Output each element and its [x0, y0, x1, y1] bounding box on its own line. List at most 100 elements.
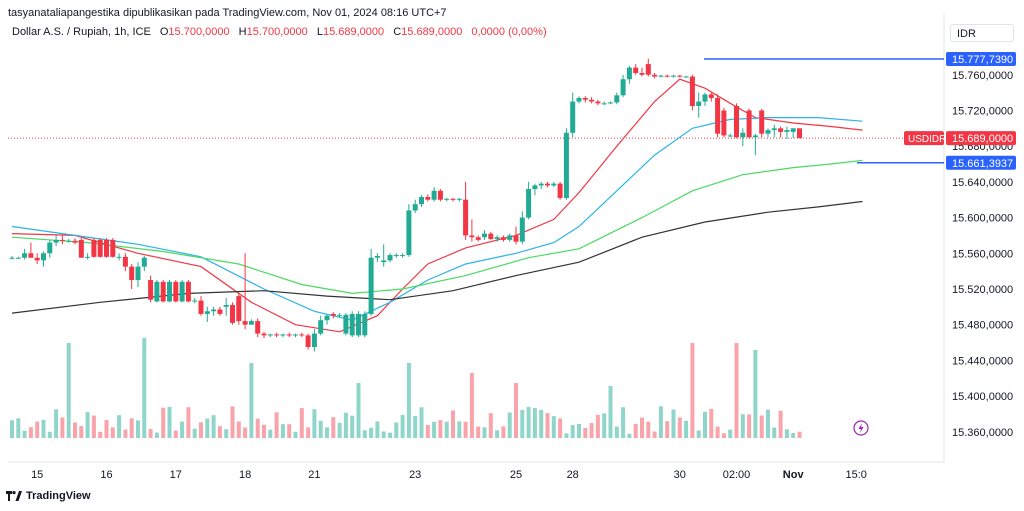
lightning-icon[interactable]	[853, 420, 869, 436]
candle-body	[223, 305, 229, 307]
volume-bar	[236, 421, 241, 438]
x-tick-label: 23	[409, 469, 421, 481]
candle-body	[765, 130, 771, 134]
volume-bar	[110, 427, 115, 438]
volume-bar	[451, 410, 455, 438]
ema-xl-line	[11, 200, 863, 314]
volume-bar	[142, 338, 147, 438]
volume-bar	[482, 427, 487, 438]
volume-bar	[419, 407, 424, 438]
candle-body	[324, 315, 330, 321]
volume-bar	[148, 429, 153, 438]
x-tick-label: 21	[308, 469, 320, 481]
candle-body	[185, 281, 191, 302]
currency-button[interactable]: IDR	[950, 24, 1014, 42]
volume-bar	[570, 424, 575, 438]
candle-layer	[9, 58, 802, 352]
volume-bar	[230, 406, 235, 438]
candle-body	[683, 76, 689, 78]
volume-bar	[677, 417, 682, 438]
candle-body	[97, 239, 103, 257]
x-tick-label: 18	[239, 469, 251, 481]
price-label-text: 15.661,3937	[952, 158, 1013, 170]
x-tick-label: 02:00	[723, 469, 751, 481]
volume-bar	[797, 431, 802, 438]
candle-body	[261, 333, 267, 336]
candle-body	[406, 210, 412, 256]
candle-body	[122, 256, 128, 267]
volume-bar	[293, 431, 298, 438]
volume-bar	[255, 418, 260, 438]
high-key: H	[238, 26, 247, 38]
attribution-text: tasyanataliapangestika dipublikasikan pa…	[8, 7, 447, 19]
candle-body	[400, 255, 406, 257]
volume-bar	[388, 432, 392, 438]
volume-bar	[690, 343, 695, 438]
volume-bar	[621, 407, 626, 438]
price-label-box	[946, 155, 1016, 170]
volume-bar	[791, 432, 796, 438]
volume-bar	[728, 429, 733, 438]
y-tick-label: 15.560,0000	[952, 248, 1013, 260]
candle-body	[778, 128, 784, 132]
volume-bar	[312, 409, 317, 438]
volume-bar	[747, 414, 752, 438]
volume-bar	[274, 412, 279, 438]
candle-body	[179, 281, 185, 302]
candle-body	[173, 281, 179, 302]
candle-body	[192, 300, 198, 302]
candle-body	[595, 101, 601, 104]
candle-body	[267, 334, 273, 336]
volume-bar	[413, 415, 418, 438]
volume-bar	[671, 409, 676, 438]
volume-bar	[356, 383, 361, 438]
volume-bar	[551, 416, 556, 438]
candle-body	[204, 311, 210, 314]
candle-body	[286, 334, 292, 336]
price-label-box	[946, 131, 1016, 146]
candle-body	[34, 257, 40, 261]
candle-body	[381, 260, 387, 263]
candle-body	[368, 257, 374, 314]
volume-bar	[85, 412, 90, 438]
volume-bar	[205, 418, 210, 438]
y-tick-label: 15.480,0000	[952, 320, 1013, 332]
candle-body	[280, 334, 286, 336]
volume-bar	[35, 421, 40, 438]
candle-body	[450, 198, 456, 200]
candle-body	[526, 189, 532, 218]
volume-bar	[268, 429, 273, 438]
volume-bar	[438, 420, 443, 438]
volume-bar	[98, 431, 103, 438]
candle-body	[746, 110, 752, 138]
candle-body	[305, 335, 311, 347]
candle-body	[519, 217, 525, 242]
volume-bar	[337, 422, 342, 438]
candle-body	[563, 132, 569, 198]
candle-body	[15, 257, 21, 259]
candle-body	[532, 185, 538, 190]
candle-body	[475, 237, 481, 240]
lightning-glyph	[858, 423, 864, 433]
volume-bar	[539, 409, 544, 438]
candle-body	[696, 101, 702, 107]
volume-bar	[526, 406, 531, 438]
volume-bar	[514, 383, 518, 438]
candle-body	[337, 314, 343, 316]
candle-body	[620, 79, 626, 96]
volume-bar	[652, 431, 657, 438]
tradingview-logo[interactable]: TradingView	[6, 490, 91, 502]
y-tick-label: 15.760,0000	[952, 70, 1013, 82]
volume-bar	[595, 414, 600, 438]
volume-bar	[136, 420, 140, 438]
candle-body	[545, 183, 550, 186]
candle-body	[318, 320, 324, 334]
candle-body	[488, 233, 494, 239]
candle-body	[374, 255, 380, 258]
candle-body	[66, 240, 72, 242]
price-label-text: 15.777,7390	[952, 54, 1013, 66]
volume-bar	[325, 427, 329, 438]
candle-body	[797, 128, 802, 139]
candle-body	[425, 197, 431, 200]
